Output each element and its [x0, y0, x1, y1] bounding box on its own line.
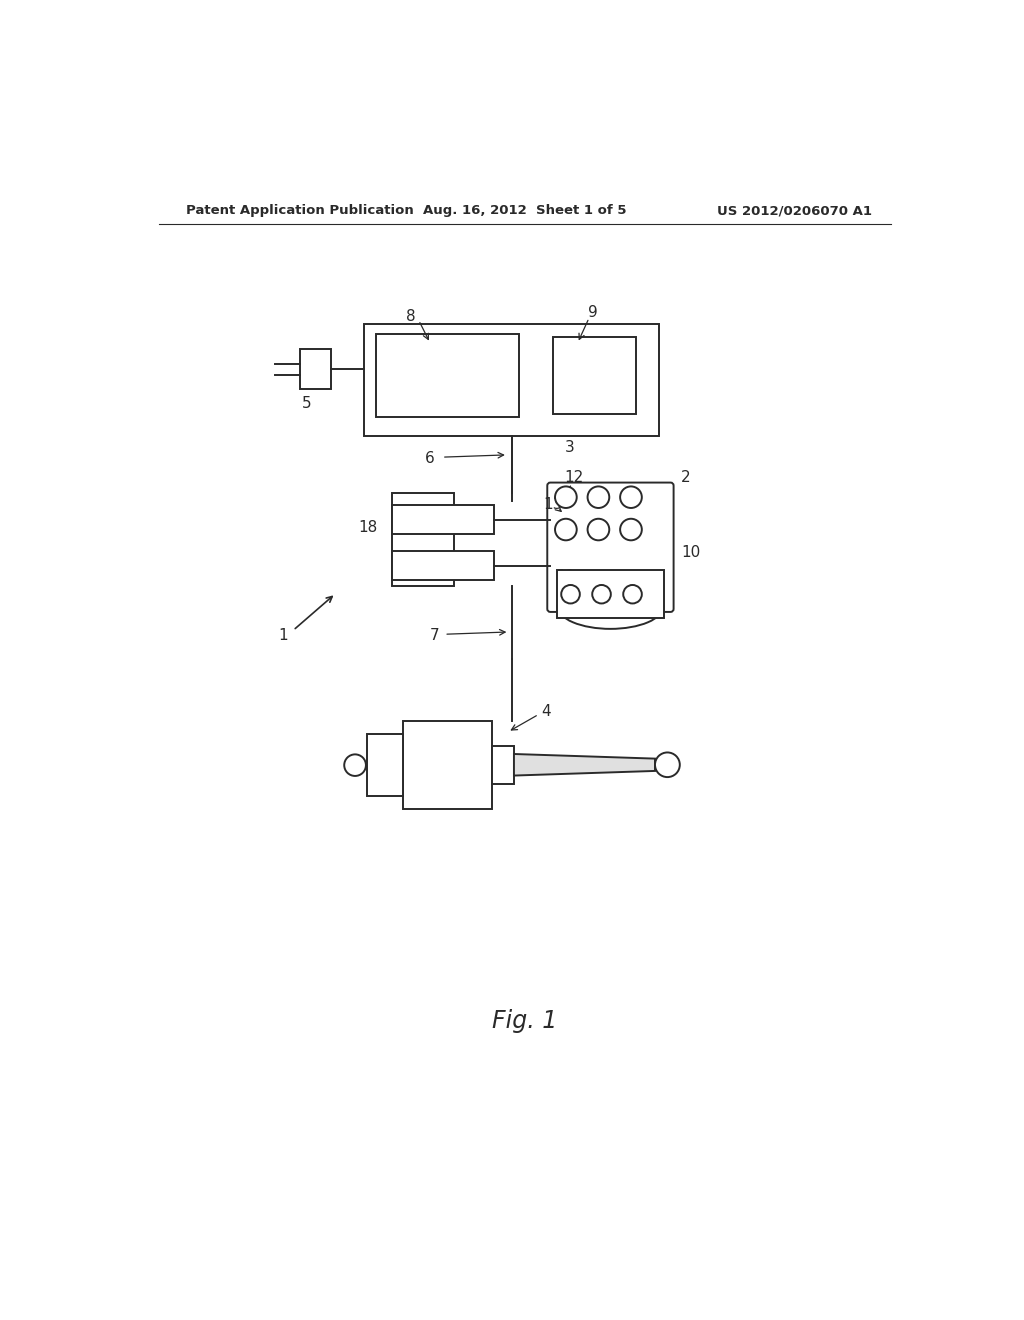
Text: 9: 9: [588, 305, 598, 319]
Bar: [493, 746, 514, 784]
Text: 1: 1: [279, 628, 288, 643]
Bar: [553, 337, 636, 414]
Circle shape: [344, 755, 366, 776]
Text: 18: 18: [358, 520, 378, 536]
Circle shape: [588, 487, 609, 508]
Text: 12: 12: [564, 470, 584, 486]
Bar: [391, 506, 494, 535]
Text: 11: 11: [556, 569, 575, 583]
Circle shape: [555, 487, 577, 508]
Text: 10: 10: [682, 545, 701, 560]
Text: 3: 3: [565, 440, 574, 454]
Text: 7: 7: [429, 628, 439, 643]
Bar: [365, 323, 658, 436]
Circle shape: [621, 487, 642, 508]
Circle shape: [555, 519, 577, 540]
Circle shape: [592, 585, 611, 603]
Circle shape: [588, 519, 609, 540]
Circle shape: [621, 519, 642, 540]
Text: 2: 2: [681, 470, 691, 486]
Bar: [300, 350, 331, 389]
Text: US 2012/0206070 A1: US 2012/0206070 A1: [717, 205, 872, 218]
Text: 6: 6: [425, 451, 435, 466]
Bar: [557, 570, 665, 618]
Text: 13: 13: [543, 498, 562, 512]
Bar: [391, 552, 494, 581]
Ellipse shape: [558, 585, 664, 628]
Circle shape: [561, 585, 580, 603]
Bar: [403, 721, 493, 809]
FancyBboxPatch shape: [547, 483, 674, 612]
Bar: [367, 734, 403, 796]
Polygon shape: [514, 754, 655, 776]
Text: 8: 8: [407, 309, 416, 323]
Text: 4: 4: [542, 704, 551, 719]
Bar: [391, 494, 454, 586]
Text: Fig. 1: Fig. 1: [493, 1008, 557, 1032]
Circle shape: [624, 585, 642, 603]
Text: 5: 5: [301, 396, 311, 411]
Text: Aug. 16, 2012  Sheet 1 of 5: Aug. 16, 2012 Sheet 1 of 5: [423, 205, 627, 218]
Bar: [376, 334, 519, 417]
Circle shape: [655, 752, 680, 777]
Text: Patent Application Publication: Patent Application Publication: [186, 205, 414, 218]
